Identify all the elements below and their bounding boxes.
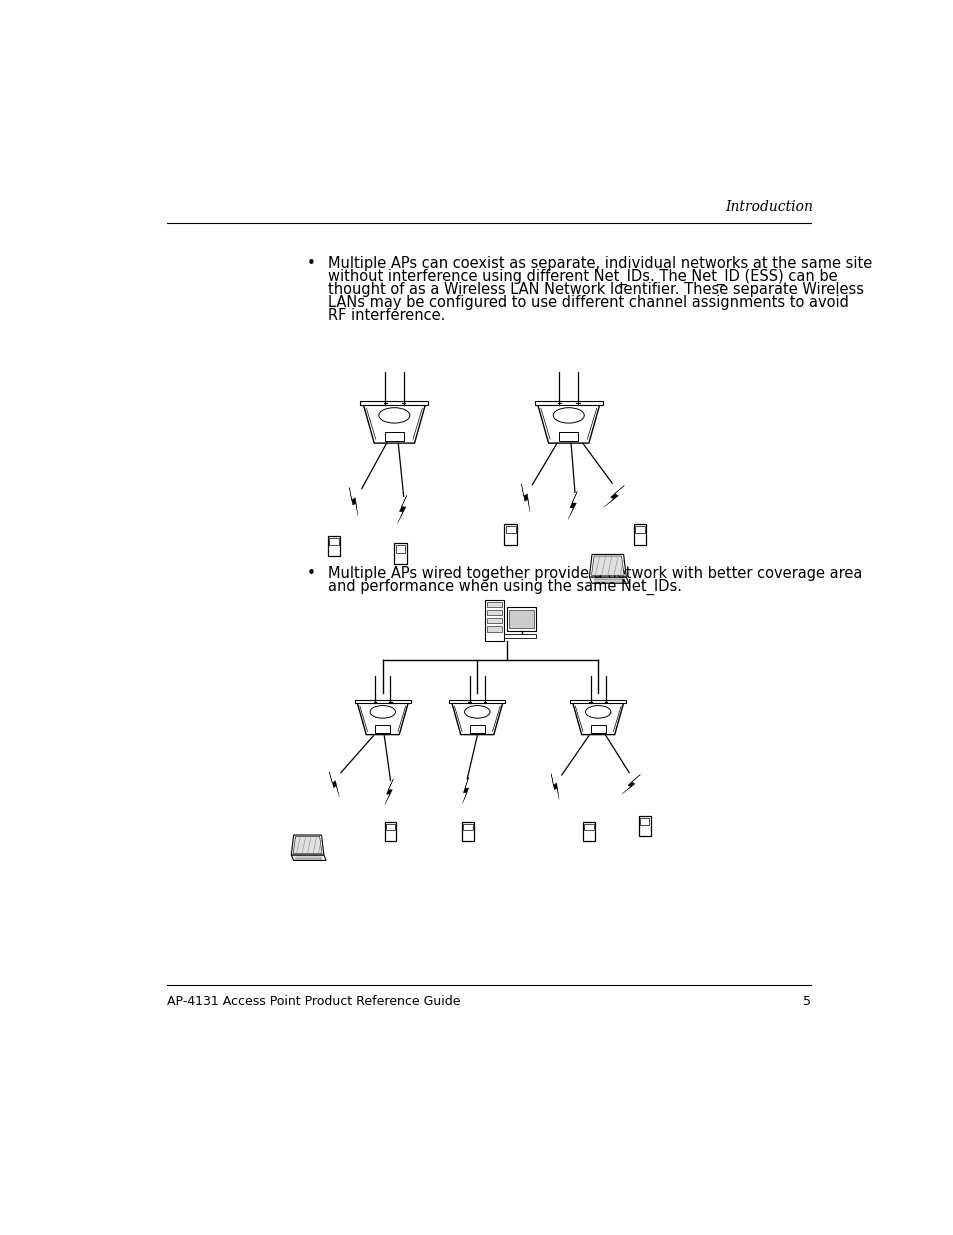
Bar [461,821,474,841]
Text: AP-4131 Access Point Product Reference Guide: AP-4131 Access Point Product Reference G… [167,995,460,1008]
Text: •: • [307,566,315,580]
Bar [375,725,390,732]
Ellipse shape [370,705,395,719]
Bar [469,725,484,732]
Bar [503,634,536,637]
Bar [507,608,536,631]
Bar [583,824,593,830]
Polygon shape [572,703,623,735]
Bar [635,526,644,534]
Polygon shape [570,700,625,703]
Text: RF interference.: RF interference. [328,309,445,324]
Ellipse shape [464,705,490,719]
Polygon shape [567,492,577,520]
Bar [590,725,605,732]
Polygon shape [603,485,623,508]
Polygon shape [589,555,625,577]
Bar [504,524,517,545]
Bar [558,431,578,441]
Bar [505,526,515,534]
Bar [582,821,595,841]
Polygon shape [462,777,468,804]
Polygon shape [537,405,599,443]
Polygon shape [589,577,628,583]
Polygon shape [363,405,425,443]
Polygon shape [355,700,411,703]
Bar [509,610,534,629]
Bar [639,818,649,825]
Text: Introduction: Introduction [724,200,812,214]
Text: without interference using different Net_IDs. The Net_ID (ESS) can be: without interference using different Net… [328,269,838,285]
Text: •: • [307,256,315,270]
Polygon shape [329,772,339,797]
Polygon shape [293,836,322,853]
Polygon shape [551,774,558,799]
Bar [394,543,406,564]
Polygon shape [397,495,406,524]
Ellipse shape [585,705,610,719]
Polygon shape [621,774,639,794]
Bar [329,537,338,545]
Text: 5: 5 [801,995,810,1008]
Ellipse shape [553,408,583,424]
Polygon shape [449,700,505,703]
Bar [384,821,396,841]
Bar [487,618,502,624]
Bar [487,610,502,615]
Polygon shape [534,401,602,405]
Text: Multiple APs can coexist as separate, individual networks at the same site: Multiple APs can coexist as separate, in… [328,256,872,270]
Bar [385,431,403,441]
Text: thought of as a Wireless LAN Network Identifier. These separate Wireless: thought of as a Wireless LAN Network Ide… [328,282,863,298]
Bar [633,524,645,545]
Polygon shape [357,703,408,735]
Bar [463,824,472,830]
Polygon shape [591,556,623,576]
Bar [327,536,340,556]
Bar [395,546,405,552]
Polygon shape [384,779,393,805]
Polygon shape [291,835,323,855]
Polygon shape [349,488,357,516]
Bar [385,824,395,830]
Polygon shape [521,484,530,513]
Polygon shape [360,401,428,405]
Text: Multiple APs wired together provide a network with better coverage area: Multiple APs wired together provide a ne… [328,566,862,580]
Polygon shape [452,703,502,735]
Text: LANs may be configured to use different channel assignments to avoid: LANs may be configured to use different … [328,295,848,310]
Ellipse shape [378,408,410,424]
Bar [487,601,502,608]
Bar [485,600,504,641]
Text: and performance when using the same Net_IDs.: and performance when using the same Net_… [328,579,681,595]
Polygon shape [291,855,326,861]
Bar [639,816,650,836]
Bar [487,626,502,631]
